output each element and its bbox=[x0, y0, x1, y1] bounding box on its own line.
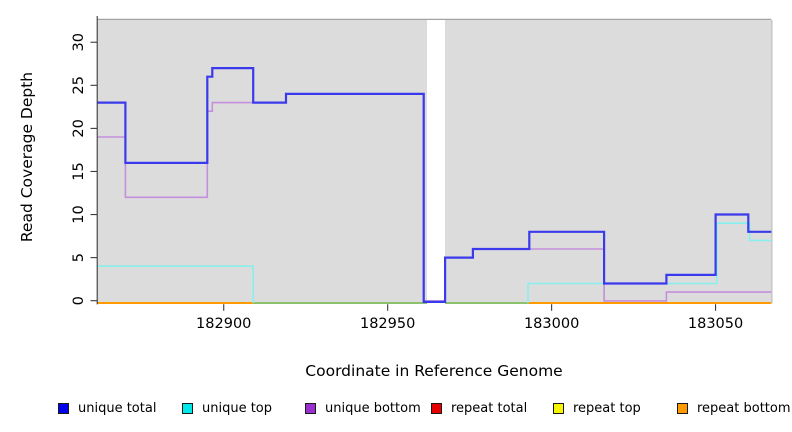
y-tick-label: 20 bbox=[71, 119, 87, 137]
legend-swatch-unique-total bbox=[58, 403, 69, 414]
legend-swatch-repeat-bottom bbox=[677, 403, 688, 414]
y-tick-label: 10 bbox=[71, 205, 87, 223]
y-tick-label: 5 bbox=[71, 253, 87, 262]
legend-label: unique top bbox=[202, 401, 273, 416]
y-axis-title: Read Coverage Depth bbox=[18, 71, 36, 243]
legend-item-unique-bottom: unique bottom bbox=[305, 401, 421, 416]
y-tick-label: 25 bbox=[71, 76, 87, 94]
legend-item-unique-top: unique top bbox=[182, 401, 272, 416]
y-tick-label: 15 bbox=[71, 162, 87, 180]
y-tick-label: 30 bbox=[71, 33, 87, 51]
legend-item-repeat-top: repeat top bbox=[553, 401, 641, 416]
legend: unique total unique top unique bottom re… bbox=[0, 401, 792, 419]
x-tick-label: 183000 bbox=[524, 316, 579, 332]
series-line-unique-total bbox=[97, 67, 772, 303]
x-tick-label: 182950 bbox=[360, 316, 415, 332]
legend-swatch-repeat-total bbox=[431, 403, 442, 414]
legend-swatch-repeat-top bbox=[553, 403, 564, 414]
x-axis-title: Coordinate in Reference Genome bbox=[305, 362, 563, 380]
y-tick-label: 0 bbox=[71, 296, 87, 305]
legend-label: repeat total bbox=[451, 401, 528, 416]
legend-label: unique total bbox=[78, 401, 157, 416]
legend-label: repeat top bbox=[573, 401, 641, 416]
legend-item-unique-total: unique total bbox=[58, 401, 156, 416]
coverage-gap-region bbox=[427, 20, 446, 304]
x-tick-label: 183050 bbox=[688, 316, 743, 332]
legend-label: unique bottom bbox=[325, 401, 421, 416]
legend-swatch-unique-bottom bbox=[305, 403, 316, 414]
x-tick-label: 182900 bbox=[196, 316, 251, 332]
legend-item-repeat-bottom: repeat bottom bbox=[677, 401, 791, 416]
series-line-unique-top bbox=[97, 222, 772, 303]
legend-item-repeat-total: repeat total bbox=[431, 401, 527, 416]
legend-label: repeat bottom bbox=[697, 401, 791, 416]
legend-swatch-unique-top bbox=[182, 403, 193, 414]
